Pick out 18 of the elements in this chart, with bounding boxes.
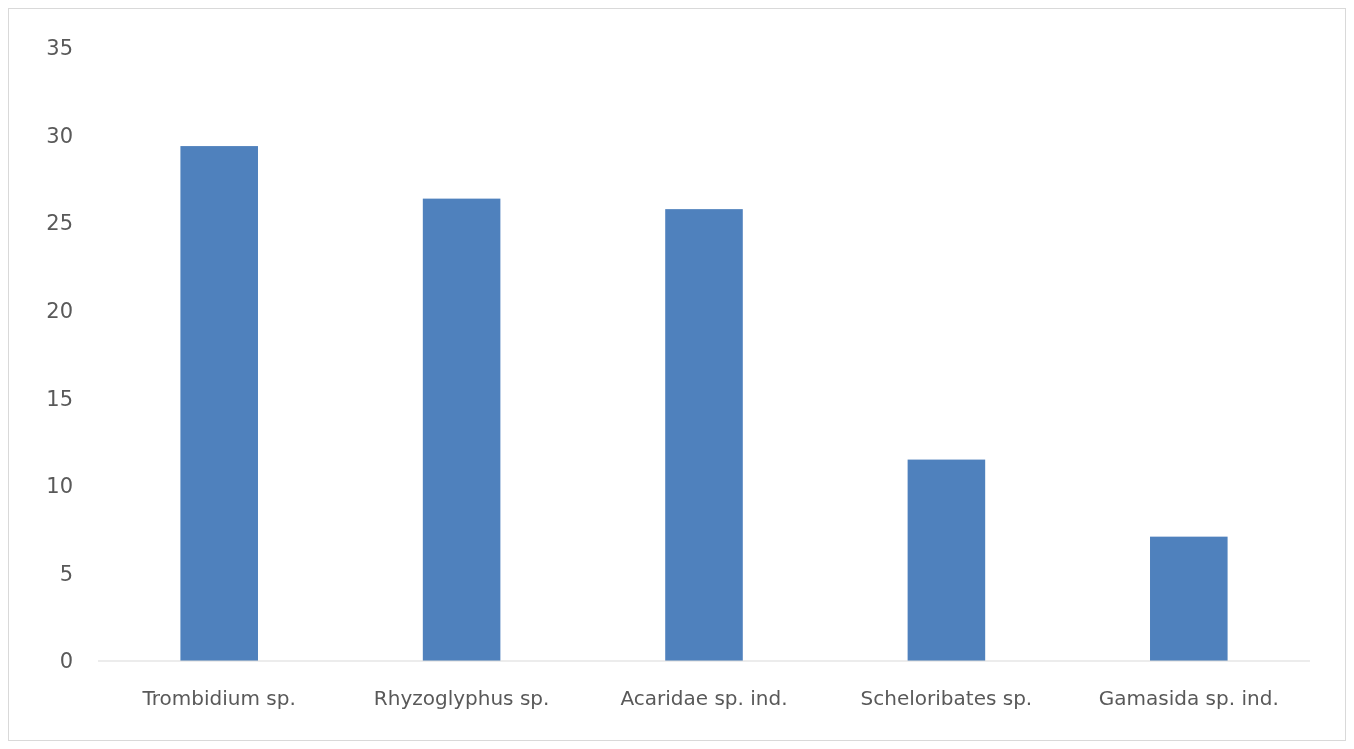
bar [665, 209, 743, 661]
x-tick-label: Trombidium sp. [141, 686, 296, 710]
y-tick-label: 35 [46, 36, 73, 61]
y-tick-label: 25 [46, 211, 73, 236]
x-tick-label: Scheloribates sp. [860, 686, 1033, 710]
bar [1150, 536, 1228, 661]
y-tick-label: 20 [46, 299, 73, 324]
y-tick-label: 10 [46, 474, 73, 499]
x-tick-label: Acaridae sp. ind. [620, 686, 788, 710]
y-tick-label: 5 [59, 561, 73, 586]
x-tick-label: Gamasida sp. ind. [1098, 686, 1279, 710]
bar [422, 198, 501, 661]
y-tick-label: 15 [46, 386, 73, 411]
y-tick-label: 30 [46, 123, 73, 148]
bar [907, 459, 986, 661]
bar [180, 146, 258, 661]
x-tick-label: Rhyzoglyphus sp. [373, 686, 550, 710]
y-tick-label: 0 [59, 649, 73, 674]
